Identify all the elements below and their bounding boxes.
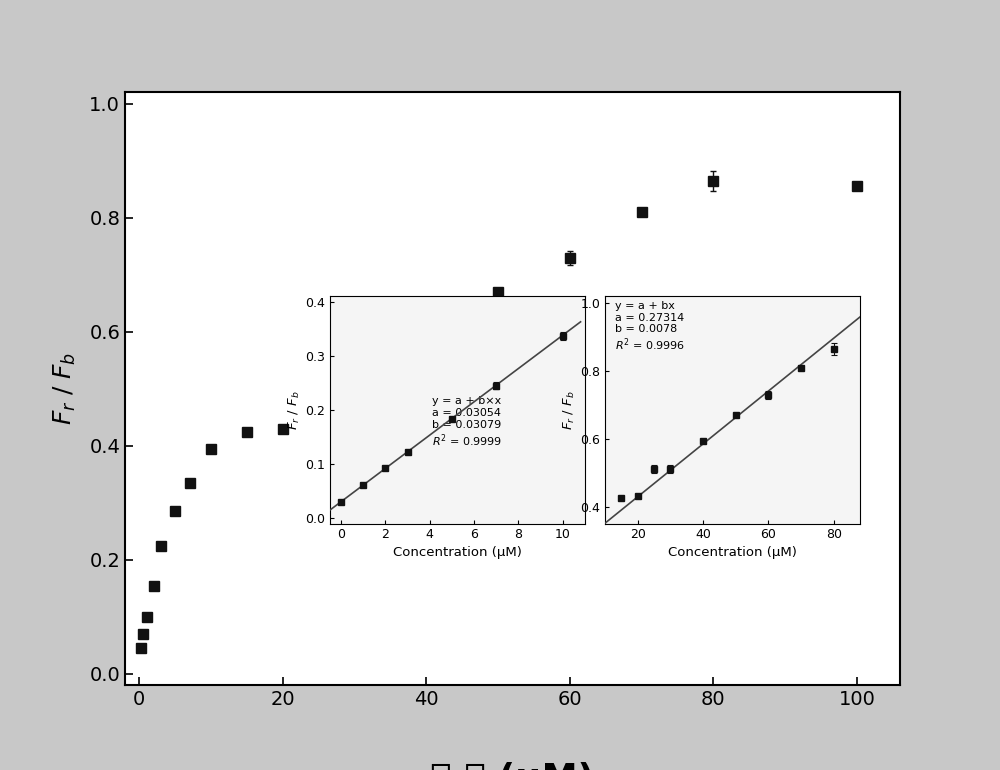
Y-axis label: $F_r$ / $F_b$: $F_r$ / $F_b$ — [562, 390, 577, 430]
Text: y = a + b×x
a = 0.03054
b = 0.03079
$R^2$ = 0.9999: y = a + b×x a = 0.03054 b = 0.03079 $R^2… — [432, 397, 502, 449]
X-axis label: Concentration (μM): Concentration (μM) — [393, 546, 522, 558]
Y-axis label: $F_r$ / $F_b$: $F_r$ / $F_b$ — [287, 390, 302, 430]
Y-axis label: $F_r$ / $F_b$: $F_r$ / $F_b$ — [52, 352, 78, 426]
X-axis label: Concentration (μM): Concentration (μM) — [668, 546, 797, 558]
Text: y = a + bx
a = 0.27314
b = 0.0078
$R^2$ = 0.9996: y = a + bx a = 0.27314 b = 0.0078 $R^2$ … — [615, 301, 686, 353]
Text: 浓 度 (μM): 浓 度 (μM) — [430, 762, 595, 770]
